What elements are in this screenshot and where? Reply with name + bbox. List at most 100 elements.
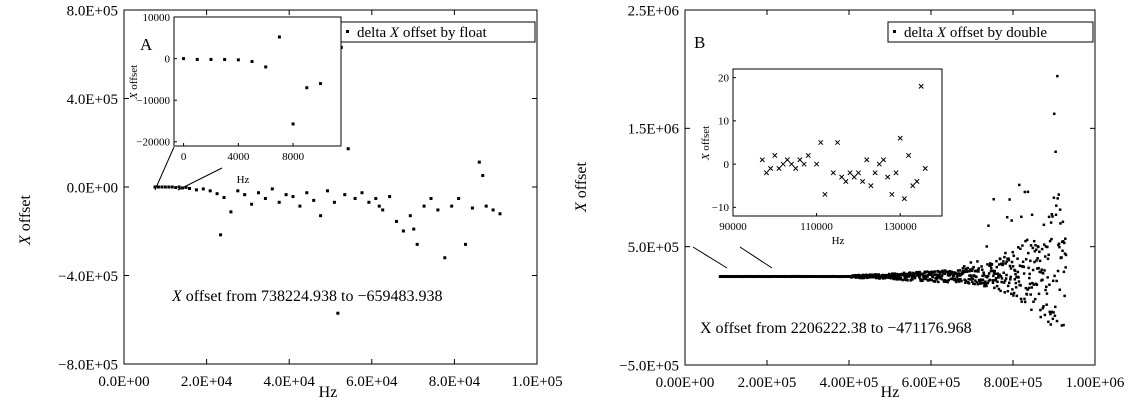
data-point <box>951 277 955 281</box>
data-point <box>1009 275 1012 279</box>
data-point <box>188 187 191 191</box>
data-point <box>1047 320 1050 324</box>
data-point <box>1003 255 1006 259</box>
data-point <box>1016 270 1020 274</box>
x-tick-label: 6.0E+04 <box>346 374 398 390</box>
data-point <box>940 277 944 281</box>
data-point <box>952 273 956 277</box>
data-point <box>906 152 912 159</box>
data-point <box>1047 215 1051 219</box>
data-point <box>374 196 378 200</box>
data-point <box>915 272 919 275</box>
data-point <box>985 284 988 288</box>
data-point <box>1050 237 1053 241</box>
data-point <box>1032 239 1036 243</box>
data-point <box>1016 257 1019 260</box>
data-point <box>1036 257 1039 260</box>
data-point <box>223 57 227 61</box>
data-point <box>1060 324 1064 327</box>
panel-a-y-ticks: −8.0E+05 −4.0E+05 0.0E+00 4.0E+05 8.0E+05 <box>58 3 537 373</box>
data-point-stroke <box>780 161 786 167</box>
data-point <box>1034 244 1037 247</box>
data-point <box>902 271 906 275</box>
data-point <box>1052 112 1056 116</box>
data-point <box>1005 273 1008 277</box>
data-point <box>257 191 260 195</box>
data-point <box>1058 245 1061 249</box>
data-point <box>797 157 803 163</box>
data-point <box>980 281 984 285</box>
data-point <box>933 280 937 283</box>
data-point <box>1049 312 1052 316</box>
data-point <box>872 170 878 176</box>
data-point <box>966 266 969 270</box>
data-point <box>1013 269 1017 273</box>
data-point <box>877 273 881 277</box>
data-point <box>1029 259 1032 263</box>
data-point <box>992 274 995 278</box>
data-point <box>961 272 964 275</box>
data-point <box>1023 300 1027 304</box>
data-point <box>966 270 969 273</box>
data-point <box>209 57 213 61</box>
x-tick-label: 6.00E+05 <box>902 375 961 391</box>
data-point <box>1044 245 1048 248</box>
data-point <box>222 196 226 200</box>
data-point <box>976 268 980 272</box>
data-point <box>1015 294 1019 298</box>
data-point <box>985 276 989 279</box>
data-point <box>921 273 925 277</box>
data-point <box>947 272 950 275</box>
data-point <box>1028 272 1031 276</box>
data-point <box>897 135 903 141</box>
data-point <box>1027 286 1031 290</box>
data-point <box>938 270 941 273</box>
data-point <box>960 279 963 283</box>
data-point <box>1022 265 1026 269</box>
y-tick-label: 0.0E+00 <box>67 180 118 196</box>
data-point <box>906 279 909 282</box>
data-point <box>1052 196 1056 199</box>
data-point <box>805 152 811 159</box>
data-point <box>1026 190 1030 194</box>
data-point <box>1063 252 1067 255</box>
panel-a-range-annotation: X offset from 738224.938 to −659483.938 <box>171 288 443 305</box>
data-point <box>869 273 872 276</box>
data-point <box>926 275 929 278</box>
data-point <box>1014 272 1017 276</box>
data-point <box>956 269 960 272</box>
panel-b-inset-y-axis-title: X offset <box>700 126 712 161</box>
data-point <box>864 157 870 163</box>
data-point <box>388 195 392 199</box>
data-point <box>994 272 997 276</box>
data-point <box>1037 266 1040 270</box>
data-point <box>1032 300 1035 303</box>
data-point <box>970 280 974 283</box>
data-point-stroke <box>822 191 828 197</box>
data-point <box>1056 74 1059 78</box>
data-point <box>975 275 978 279</box>
data-point <box>291 122 295 126</box>
data-point <box>932 270 935 274</box>
data-point <box>968 274 971 277</box>
data-point <box>973 274 976 278</box>
y-tick-label: −10 <box>712 202 730 214</box>
data-point <box>1017 276 1020 279</box>
data-point <box>1021 244 1024 247</box>
data-point <box>464 242 467 246</box>
data-point <box>968 268 972 271</box>
data-point <box>1010 219 1013 222</box>
data-point <box>997 263 1001 266</box>
data-point <box>1057 193 1060 196</box>
data-point <box>801 161 807 167</box>
data-point-stroke <box>851 174 857 180</box>
data-point <box>922 277 926 281</box>
panel-b-x-ticks: 0.00E+00 2.00E+05 4.00E+05 6.00E+05 8.00E+05… <box>656 10 1125 391</box>
data-point <box>887 276 890 279</box>
data-point <box>1030 213 1034 217</box>
data-point <box>948 269 951 273</box>
data-point <box>929 271 933 275</box>
data-point <box>1044 288 1047 292</box>
data-point <box>926 270 929 273</box>
panel-b-range-annotation: X offset from 2206222.38 to −471176.968 <box>700 320 972 337</box>
